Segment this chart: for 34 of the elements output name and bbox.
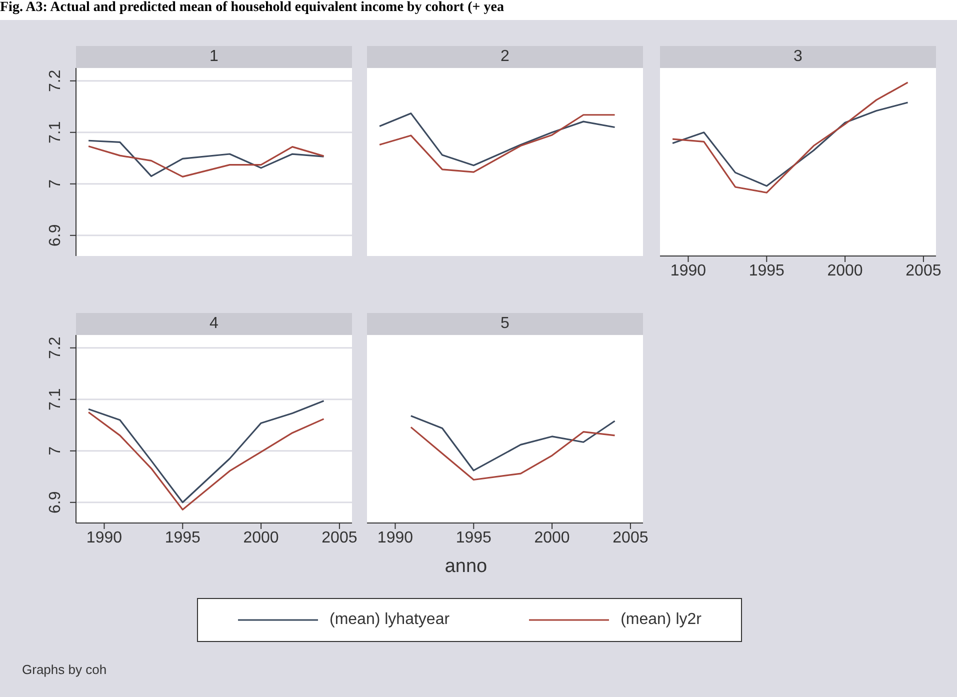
legend-label: (mean) lyhatyear <box>330 611 450 629</box>
y-tick-label: 6.9 <box>47 224 64 247</box>
x-tick-label: 1995 <box>456 529 492 546</box>
x-axis-title: anno <box>444 556 488 578</box>
x-tick-label: 1995 <box>748 262 785 280</box>
text: Graphs by coh <box>22 662 107 677</box>
y-tick-label: 7.2 <box>47 336 64 359</box>
line-series <box>88 145 325 178</box>
x-tick-label: 1990 <box>86 529 122 546</box>
chart-title: 5 <box>367 313 643 335</box>
x-tick-label: 2000 <box>534 529 570 546</box>
x-tick-label: 2000 <box>827 262 863 280</box>
y-tick-label: 7.1 <box>47 388 64 411</box>
y-tick-label: 7 <box>47 179 64 188</box>
y-tick-label: 7 <box>47 446 64 456</box>
chart-title: 3 <box>660 46 936 68</box>
x-tick-label: 2005 <box>612 529 648 546</box>
x-tick-label: 2005 <box>906 262 942 280</box>
line-series <box>88 400 325 504</box>
y-tick-label: 7.2 <box>47 70 64 92</box>
chart-title: 2 <box>367 46 643 68</box>
x-tick-label: 1990 <box>377 529 414 546</box>
line-series <box>88 411 325 510</box>
x-tick-label: 1995 <box>164 529 201 546</box>
y-tick-label: 7.1 <box>47 121 64 144</box>
x-tick-label: 1990 <box>670 262 706 280</box>
x-tick-label: 2000 <box>243 529 279 546</box>
line-series <box>88 140 325 177</box>
y-tick-label: 6.9 <box>47 491 64 514</box>
chart-title: 4 <box>76 313 352 335</box>
x-tick-label: 2005 <box>322 529 358 546</box>
chart-subtitle: Fig. A3: Actual and predicted mean of household equivalent income by cohort (+ yea <box>0 0 504 16</box>
legend-label: (mean) ly2r <box>620 611 702 629</box>
chart-title: 1 <box>76 46 352 68</box>
